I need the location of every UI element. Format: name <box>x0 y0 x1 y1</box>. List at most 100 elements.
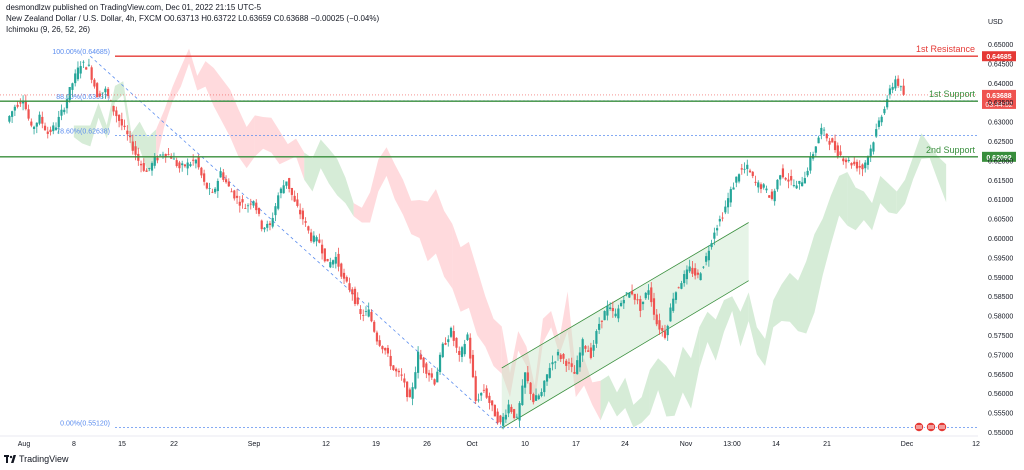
candle <box>619 300 623 307</box>
candle <box>126 125 129 141</box>
candle-body <box>167 154 170 156</box>
candle <box>246 203 250 213</box>
candle <box>696 269 699 279</box>
candle <box>491 400 494 412</box>
candle-body <box>831 138 834 143</box>
candle <box>271 212 274 229</box>
candle <box>537 393 540 401</box>
candle <box>833 134 837 153</box>
candle <box>814 146 817 158</box>
candle-body <box>614 313 617 317</box>
candle <box>211 188 214 194</box>
candle <box>768 195 771 198</box>
candle <box>554 360 557 370</box>
candle <box>312 231 315 244</box>
price-badge-text: 0.62092 <box>986 155 1011 162</box>
candle-body <box>353 288 357 304</box>
candle <box>565 358 568 372</box>
candle <box>63 107 66 115</box>
candle <box>112 105 115 116</box>
candle-body <box>523 372 527 388</box>
candle <box>170 153 173 159</box>
candle-body <box>104 88 107 93</box>
candle-body <box>576 360 579 375</box>
candle-body <box>466 334 469 340</box>
candle <box>252 200 255 208</box>
candle <box>320 239 324 260</box>
candle-body <box>367 309 370 317</box>
candle-body <box>499 415 502 423</box>
candle-body <box>310 232 313 242</box>
candle-body <box>301 210 304 220</box>
candle <box>729 186 732 207</box>
candle-body <box>672 298 675 311</box>
candle <box>556 349 560 361</box>
candle-body <box>320 244 324 254</box>
candle-body <box>148 168 151 169</box>
y-tick-label: 0.56500 <box>988 372 1013 379</box>
candle-body <box>803 178 806 184</box>
candle <box>161 151 165 159</box>
candle-body <box>611 308 614 312</box>
candle <box>641 301 645 311</box>
candle <box>518 401 521 428</box>
candle-body <box>707 250 710 261</box>
candle-body <box>603 311 606 321</box>
candle-body <box>255 202 258 211</box>
candle <box>694 263 697 280</box>
candle-body <box>776 179 779 190</box>
candle-body <box>853 161 856 165</box>
candle <box>872 141 875 155</box>
candle <box>447 335 450 347</box>
x-tick-label: Aug <box>18 441 31 448</box>
candle-body <box>630 291 634 295</box>
candle <box>268 220 272 231</box>
candle <box>545 374 549 386</box>
candle <box>850 162 853 169</box>
candle-body <box>384 347 387 351</box>
candle <box>296 192 299 208</box>
candle-body <box>252 201 255 206</box>
cloud-segment <box>304 139 354 217</box>
candle-body <box>762 184 765 188</box>
candle <box>364 306 368 316</box>
candle <box>469 333 472 364</box>
candle <box>581 337 584 362</box>
candle <box>348 277 351 293</box>
candle <box>801 176 804 187</box>
price-badge-bg <box>982 151 1016 162</box>
candle-body <box>375 332 379 342</box>
candle <box>285 181 288 189</box>
candle <box>96 81 99 98</box>
y-tick-label: 0.57500 <box>988 333 1013 340</box>
candle-body <box>817 137 820 144</box>
candle <box>260 219 263 232</box>
x-tick-label: Oct <box>467 441 478 448</box>
candle <box>710 239 713 250</box>
candle <box>244 203 247 209</box>
candle-body <box>696 272 699 275</box>
candle-body <box>411 387 414 399</box>
candle-body <box>702 266 705 268</box>
candle <box>661 325 664 337</box>
candle <box>52 122 55 135</box>
candle <box>337 247 340 272</box>
candle <box>117 114 121 128</box>
candle-body <box>271 217 274 227</box>
candle <box>628 292 631 299</box>
candle <box>159 154 162 156</box>
candle <box>715 224 719 236</box>
candle <box>345 275 348 283</box>
candle-body <box>545 374 549 382</box>
candle <box>299 203 302 220</box>
candle-body <box>493 405 497 417</box>
candle <box>652 292 656 321</box>
candle <box>748 168 752 173</box>
candle-body <box>669 307 672 322</box>
candle-body <box>46 131 49 134</box>
candle <box>562 353 565 364</box>
candle <box>721 212 724 222</box>
candle <box>406 381 409 402</box>
candle-body <box>655 314 658 325</box>
